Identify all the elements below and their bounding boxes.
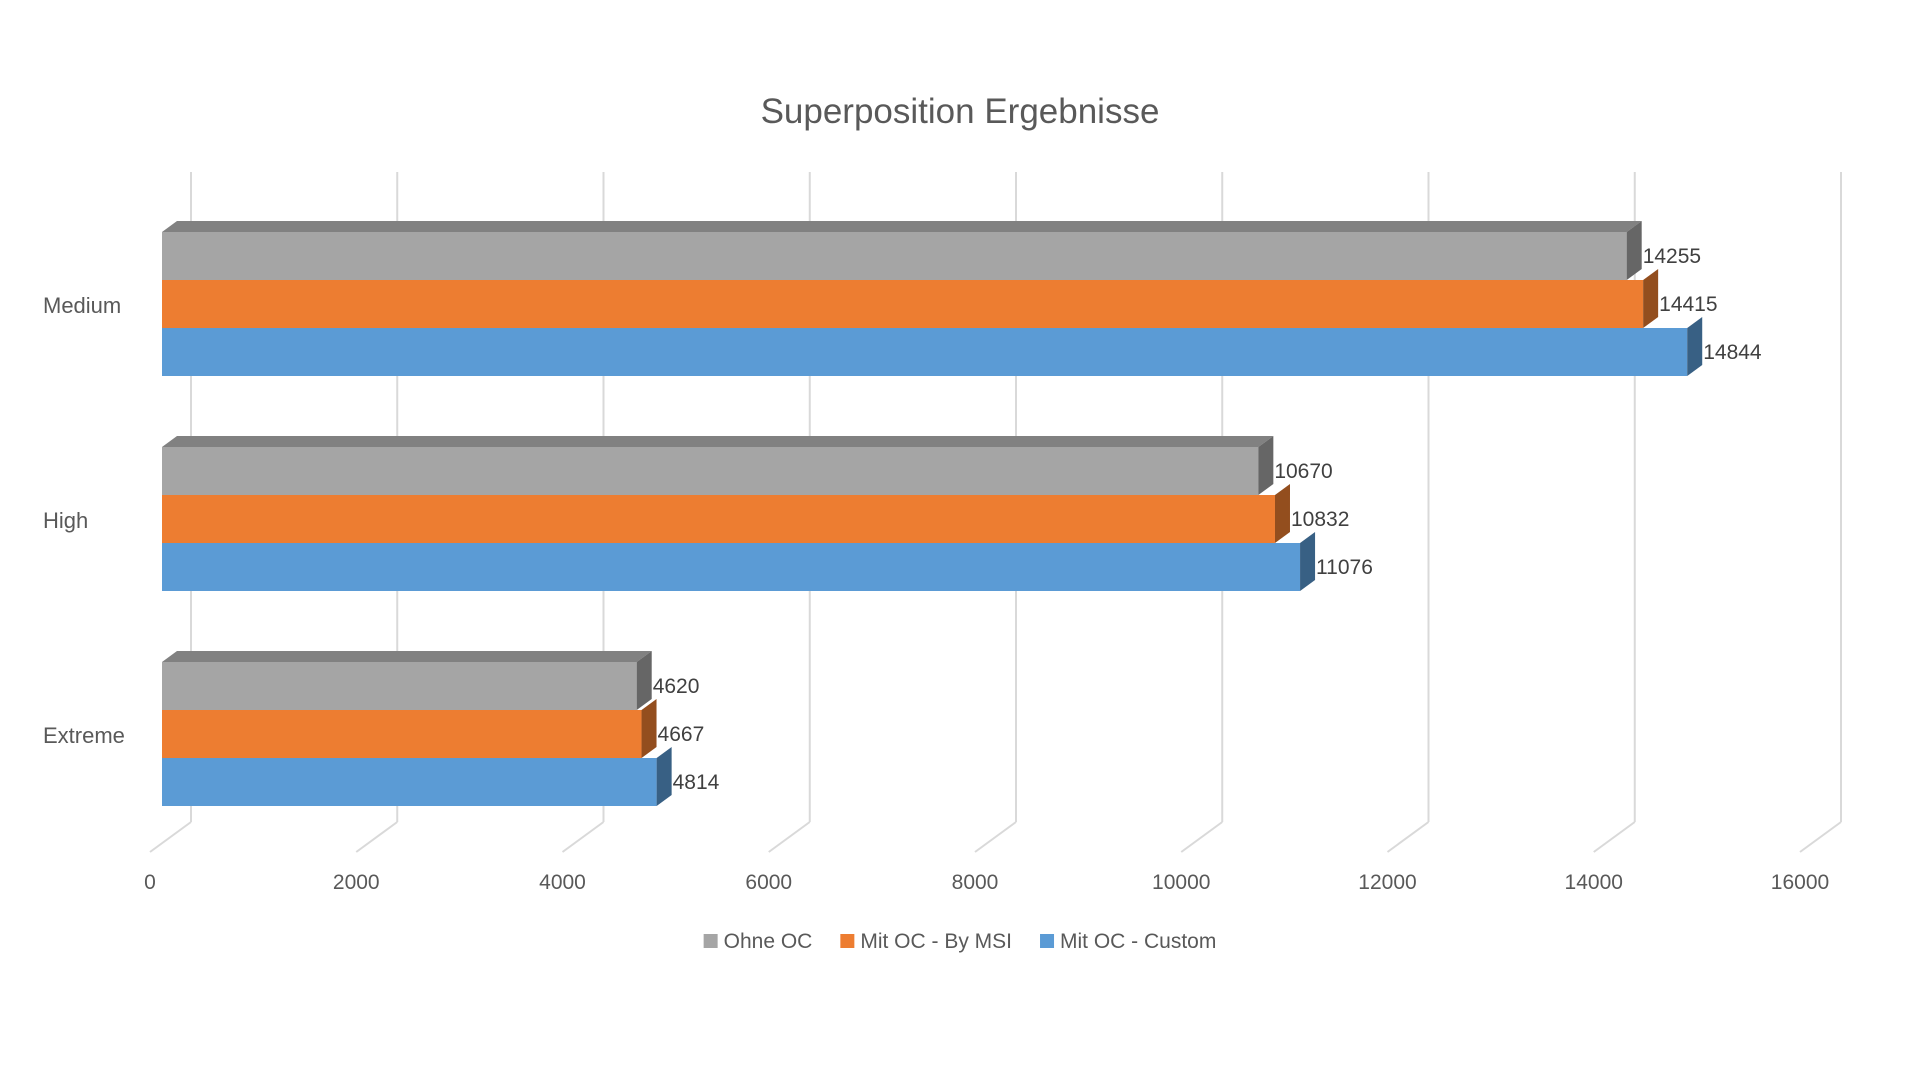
data-label: 14255: [1643, 245, 1701, 268]
legend-label: Mit OC - By MSI: [860, 930, 1012, 953]
data-label: 4620: [653, 675, 700, 698]
legend-label: Mit OC - Custom: [1060, 930, 1216, 953]
x-tick-label: 8000: [952, 871, 999, 894]
x-tick-label: 0: [144, 871, 156, 894]
category-label: Medium: [43, 293, 121, 318]
gridline-floor: [768, 821, 811, 853]
data-label: 10832: [1291, 508, 1349, 531]
bar-top-face: [162, 651, 652, 662]
chart-title: Superposition Ergebnisse: [761, 92, 1160, 131]
legend-label: Ohne OC: [724, 930, 813, 953]
data-label: 14844: [1703, 341, 1762, 364]
legend-swatch: [840, 934, 855, 948]
gridline-floor: [561, 821, 605, 853]
bar: [162, 543, 1301, 591]
data-label: 4667: [658, 723, 705, 746]
bar: [162, 328, 1688, 376]
x-tick-label: 12000: [1358, 871, 1416, 894]
gridline-floor: [1799, 821, 1842, 853]
bar-side-face: [1274, 484, 1290, 543]
x-tick-label: 6000: [745, 871, 792, 894]
bar-side-face: [636, 651, 652, 710]
bar-side-face: [1687, 317, 1703, 376]
bar: [162, 662, 637, 710]
x-tick-label: 2000: [333, 871, 380, 894]
bar-side-face: [1643, 269, 1659, 328]
bar: [162, 447, 1259, 495]
bar: [162, 758, 657, 806]
x-tick-label: 14000: [1565, 871, 1623, 894]
bar: [162, 710, 642, 758]
gridline-floor: [1180, 821, 1223, 853]
legend-swatch: [703, 934, 718, 948]
bar: [162, 280, 1644, 328]
data-label: 4814: [673, 771, 720, 794]
data-label: 14415: [1659, 293, 1717, 316]
bar-top-face: [162, 436, 1274, 447]
bar-side-face: [656, 747, 672, 806]
gridline-floor: [1593, 821, 1636, 853]
bar-side-face: [1300, 532, 1316, 591]
bar-top-face: [162, 221, 1642, 232]
gridline-floor: [974, 821, 1017, 853]
bar: [162, 495, 1275, 543]
legend: Ohne OC Mit OC - By MSI Mit OC - Custom: [703, 930, 1216, 953]
bar: [162, 232, 1627, 280]
gridline-floor: [355, 821, 398, 853]
data-label: 11076: [1316, 556, 1373, 579]
bar-side-face: [1258, 436, 1274, 495]
category-label: High: [43, 508, 88, 533]
bar-side-face: [641, 699, 657, 758]
data-label: 10670: [1274, 460, 1332, 483]
legend-swatch: [1040, 934, 1055, 948]
x-tick-label: 4000: [539, 871, 586, 894]
x-tick-label: 10000: [1152, 871, 1210, 894]
gridline-floor: [1386, 821, 1430, 853]
bar-side-face: [1626, 221, 1642, 280]
gridline-floor: [149, 821, 192, 853]
bars: [162, 221, 1703, 806]
x-tick-label: 16000: [1771, 871, 1829, 894]
category-label: Extreme: [43, 723, 125, 748]
labels: 0 2000 4000 6000 8000 10000 12000 14000 16000 Med…: [43, 245, 1829, 894]
